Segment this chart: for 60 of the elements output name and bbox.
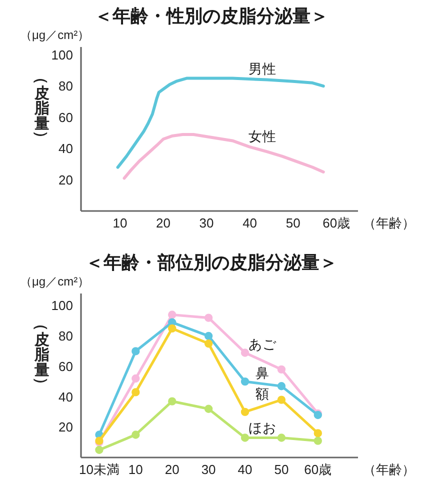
point: [314, 429, 322, 438]
y-tick-label: 60: [58, 110, 73, 125]
point: [314, 436, 322, 445]
y-tick-label: 100: [51, 47, 73, 62]
y-tick-label: 100: [51, 298, 73, 314]
x-tick-label: 40: [238, 462, 252, 477]
y-tick-label: 80: [58, 328, 73, 344]
x-tick-label: 50: [286, 216, 300, 230]
point: [132, 347, 140, 356]
point: [168, 397, 176, 406]
point: [240, 377, 250, 386]
point: [132, 374, 140, 383]
y-tick-label: 80: [58, 78, 73, 94]
series-label: 男性: [248, 62, 276, 77]
point: [168, 324, 176, 333]
y-tick-label: 60: [58, 358, 73, 374]
point: [277, 434, 286, 442]
point: [277, 365, 286, 374]
chart-title: ＜年齢・部位別の皮脂分泌量＞: [86, 252, 338, 272]
point: [168, 310, 176, 319]
point: [204, 404, 213, 414]
text: （μg／cm²）: [20, 28, 90, 42]
y-tick-label: 20: [58, 172, 73, 188]
x-axis-title: （年齢）: [363, 462, 415, 477]
point: [240, 434, 250, 442]
x-tick-label: 30: [201, 462, 216, 477]
y-tick-label: 40: [58, 141, 73, 156]
point: [132, 388, 140, 396]
point: [240, 348, 250, 357]
y-tick-label: 20: [58, 420, 73, 435]
point: [95, 446, 104, 454]
point: [240, 408, 250, 416]
point: [204, 314, 213, 322]
y-axis-title: （皮脂量）: [32, 69, 50, 146]
series-label: ほお: [248, 420, 276, 436]
line-series: [116, 76, 325, 169]
series-label: 女性: [248, 129, 276, 144]
series-label: 額: [255, 386, 270, 402]
x-axis-title: （年齢）: [363, 216, 415, 230]
point: [204, 332, 213, 340]
x-tick-label: 40: [242, 216, 258, 230]
point: [132, 430, 140, 439]
series-label: 鼻: [255, 366, 270, 381]
x-tick-label: 20: [164, 462, 180, 477]
x-tick-label: 10: [112, 216, 128, 230]
x-tick-label: 20: [156, 216, 170, 230]
point: [277, 396, 286, 404]
point: [277, 382, 286, 390]
text: （μg／cm²）: [20, 274, 90, 288]
x-tick-label: 10未満: [78, 462, 120, 477]
x-tick-label: 60歳: [322, 216, 350, 230]
point: [204, 340, 213, 348]
chart-title: ＜年齢・性別の皮脂分泌量＞: [94, 6, 328, 26]
x-tick-label: 30: [199, 216, 214, 230]
x-tick-label: 10: [128, 462, 143, 477]
x-tick-label: 60歳: [304, 462, 332, 477]
x-tick-label: 50: [274, 462, 289, 477]
series-label: あご: [248, 337, 278, 352]
y-tick-label: 40: [58, 389, 73, 404]
y-axis-title: （皮脂量）: [32, 316, 50, 392]
